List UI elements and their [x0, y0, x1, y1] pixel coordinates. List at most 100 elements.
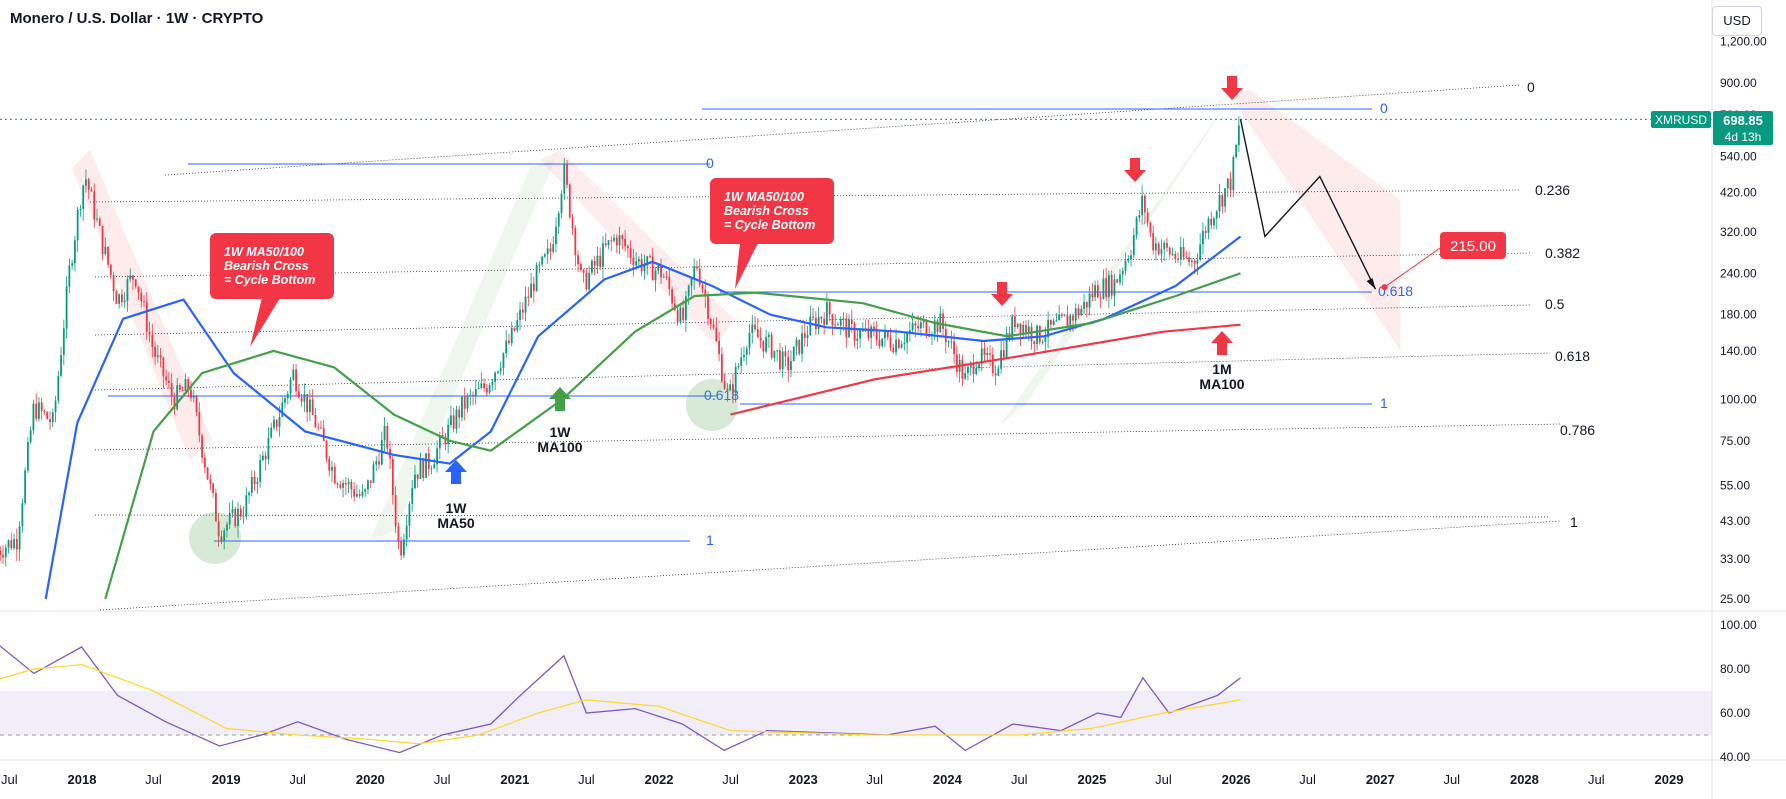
candle-body	[234, 509, 237, 527]
time-tick-label: 2029	[1655, 772, 1684, 787]
annotation-bubble-1: 1W MA50/100 Bearish Cross = Cycle Bottom	[210, 233, 334, 347]
candle-body	[579, 264, 582, 270]
bubble1-line3: = Cycle Bottom	[224, 273, 315, 287]
candle-body	[1110, 275, 1113, 296]
ma-line-1w-ma50	[44, 235, 1242, 600]
chart-title: Monero / U.S. Dollar · 1W · CRYPTO	[10, 10, 264, 27]
candle-body	[32, 403, 35, 431]
candle-body	[488, 385, 491, 393]
candle-body	[953, 341, 955, 355]
candle-body	[483, 383, 485, 389]
candle-body	[881, 338, 884, 347]
candle-body	[43, 410, 46, 413]
candle-body	[1127, 258, 1130, 261]
currency-button[interactable]: USD	[1712, 6, 1762, 36]
candle-body	[79, 208, 82, 211]
candle-body	[790, 361, 792, 371]
candle-body	[745, 348, 748, 355]
candle-body	[118, 294, 121, 304]
candle-body	[875, 330, 878, 340]
candle-body	[519, 309, 521, 321]
fib-channel-level: 0.786	[1560, 422, 1595, 438]
candle-body	[101, 225, 104, 255]
candle-body	[1047, 319, 1050, 338]
candle-body	[1193, 260, 1196, 264]
candle-body	[972, 362, 975, 375]
candle-body	[853, 323, 856, 341]
rsi-tick-label: 80.00	[1720, 662, 1750, 676]
candle-body	[342, 483, 344, 488]
candle-body	[759, 337, 762, 341]
candle-body	[353, 489, 356, 497]
candle-body	[1135, 217, 1138, 236]
time-axis[interactable]: Jul 2018 Jul 2019 Jul 2020 Jul 2021 Jul 2022 Jul 20…	[1, 772, 1683, 787]
candle-body	[331, 466, 333, 471]
candle-body	[1166, 242, 1168, 248]
candle-body	[994, 373, 997, 376]
candle-body	[129, 275, 132, 280]
candle-body	[505, 340, 508, 354]
candle-body	[190, 389, 192, 398]
candle-body	[51, 412, 54, 423]
time-tick-label: 2021	[500, 772, 529, 787]
candle-body	[978, 364, 980, 369]
candle-body	[115, 291, 118, 304]
candle-body	[397, 526, 400, 542]
candle-body	[192, 396, 195, 398]
candle-body	[1041, 341, 1044, 343]
candle-body	[942, 313, 944, 329]
candle-body	[679, 307, 682, 323]
candle-body	[991, 354, 994, 374]
candle-body	[715, 327, 718, 341]
candle-body	[726, 388, 729, 391]
candle-body	[698, 268, 701, 285]
time-tick-label: 2028	[1510, 772, 1539, 787]
candle-body	[704, 289, 707, 297]
candle-body	[626, 246, 629, 249]
candle-body	[1119, 274, 1121, 283]
candle-body	[328, 458, 331, 471]
candle-body	[1237, 125, 1240, 145]
candle-body	[599, 255, 602, 267]
rsi-axis[interactable]: 100.00 80.00 60.00 40.00	[1720, 618, 1757, 764]
candle-body	[358, 494, 361, 496]
candle-body	[762, 340, 765, 352]
candle-body	[350, 481, 353, 490]
candle-body	[1052, 320, 1055, 325]
candle-body	[364, 489, 367, 492]
candle-body	[1196, 259, 1199, 264]
candle-body	[463, 396, 466, 409]
candle-body	[770, 334, 773, 358]
candle-body	[723, 381, 726, 389]
candle-body	[743, 354, 745, 358]
candle-body	[87, 179, 90, 190]
candle-body	[300, 397, 303, 402]
candle-body	[574, 228, 577, 256]
candle-body	[823, 318, 826, 325]
candle-body	[46, 412, 49, 420]
candle-body	[267, 437, 270, 460]
candle-body	[386, 425, 389, 449]
candle-body	[532, 283, 535, 292]
candle-body	[314, 414, 317, 428]
candle-body	[1102, 278, 1105, 299]
candle-body	[411, 488, 414, 504]
candle-body	[850, 319, 853, 324]
candle-body	[740, 357, 743, 366]
candle-body	[826, 302, 828, 325]
candle-body	[261, 455, 264, 461]
arrow-up-red	[1211, 331, 1233, 355]
candle-body	[596, 255, 599, 266]
candle-body	[422, 460, 425, 478]
m-ma100-label-1: 1M	[1212, 361, 1231, 377]
candle-body	[604, 243, 607, 246]
candle-body	[685, 296, 687, 321]
candle-body	[15, 539, 18, 550]
candle-body	[1143, 195, 1146, 213]
candle-body	[837, 324, 839, 326]
candle-body	[535, 265, 538, 292]
target-connector	[1384, 247, 1441, 288]
time-tick-label: Jul	[1011, 772, 1028, 787]
time-tick-label: Jul	[289, 772, 306, 787]
